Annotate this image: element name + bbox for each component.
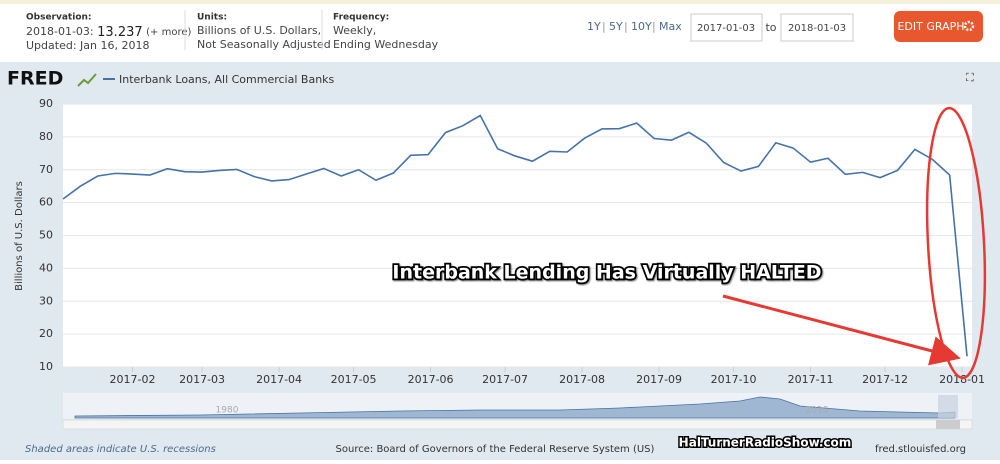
y-tick-label: 90	[39, 97, 53, 110]
edit-graph-label: EDIT GRAPH	[897, 20, 964, 33]
y-tick-label: 80	[39, 130, 53, 143]
plot: 10 20 30 40 50 60 70 80 90 2017-02 2017-03 2017-04 2…	[39, 97, 985, 386]
scrollbar[interactable]	[62, 419, 973, 430]
range-link[interactable]: Max	[659, 20, 682, 33]
x-tick-label: 2017-08	[559, 373, 605, 386]
x-tick-label: 2017-02	[110, 373, 156, 386]
edit-graph-button[interactable]	[894, 11, 983, 42]
navigator-label: 2010	[806, 406, 829, 416]
top-strip	[0, 0, 1000, 4]
x-tick-label: 2017-04	[256, 373, 302, 386]
x-tick-label: 2017-05	[331, 373, 377, 386]
y-tick-label: 20	[39, 327, 53, 340]
obs-value: 2018-01-03: 13.237 (+ more)	[26, 25, 192, 40]
y-tick-label: 40	[39, 261, 53, 274]
source: Source: Board of Governors of the Federa…	[336, 444, 655, 455]
units-label: Units:	[197, 13, 227, 23]
y-tick-label: 10	[39, 360, 53, 373]
recession-note: Shaded areas indicate U.S. recessions	[25, 444, 216, 455]
date-input[interactable]	[780, 13, 854, 42]
date-input[interactable]	[690, 13, 763, 42]
freq-label: Frequency:	[333, 13, 389, 23]
units-line: Billions of U.S. Dollars,	[197, 24, 321, 37]
sep: |	[652, 20, 656, 33]
x-tick-label: 2017-09	[636, 373, 682, 386]
freq-line: Ending Wednesday	[333, 38, 439, 51]
navigator-label: 1980	[216, 406, 239, 416]
annotation-arrow	[722, 294, 961, 366]
logo-icon	[77, 73, 97, 87]
scrollbar-thumb[interactable]	[936, 420, 960, 429]
sep: |	[602, 20, 606, 33]
x-tick-label: 2017-10	[711, 373, 757, 386]
x-tick-label: 2017-12	[862, 373, 908, 386]
y-tick-label: 60	[39, 196, 53, 209]
fullscreen-icon[interactable]: ⛶	[966, 71, 974, 84]
y-axis-label: Billions of U.S. Dollars	[14, 181, 25, 291]
x-tick-label: 2017-11	[788, 373, 834, 386]
x-tick-label: 2018-01	[939, 373, 985, 386]
annotation: Interbank Lending Has Virtually HALTED	[392, 262, 821, 284]
date-from: 2017-01-03	[697, 23, 755, 34]
y-tick-label: 30	[39, 294, 53, 307]
range-link[interactable]: 5Y	[609, 20, 623, 33]
to-label: to	[765, 21, 776, 34]
x-tick-label: 2017-03	[179, 373, 225, 386]
units-line: Not Seasonally Adjusted	[197, 38, 331, 51]
series-line	[62, 114, 968, 357]
highlight-ellipse	[925, 106, 987, 380]
sep: |	[624, 20, 628, 33]
x-tick-label: 2017-06	[408, 373, 454, 386]
freq-line: Weekly,	[333, 24, 376, 37]
obs-label: Observation:	[26, 13, 92, 23]
obs-updated: Updated: Jan 16, 2018	[26, 39, 149, 52]
fred-logo: FRED	[7, 68, 63, 90]
legend-label: Interbank Loans, All Commercial Banks	[119, 73, 335, 86]
date-to: 2018-01-03	[788, 23, 846, 34]
range-link[interactable]: 10Y	[631, 20, 652, 33]
watermark: HalTurnerRadioShow.com	[679, 436, 852, 450]
range-link[interactable]: 1Y	[587, 20, 601, 33]
range-links: 1Y | 5Y | 10Y | Max	[587, 20, 682, 33]
navigator-window[interactable]	[938, 395, 958, 418]
gear-icon	[963, 20, 975, 32]
y-tick-label: 50	[39, 229, 53, 242]
site: fred.stlouisfed.org	[875, 444, 966, 455]
x-tick-label: 2017-07	[482, 373, 528, 386]
y-tick-label: 70	[39, 163, 53, 176]
